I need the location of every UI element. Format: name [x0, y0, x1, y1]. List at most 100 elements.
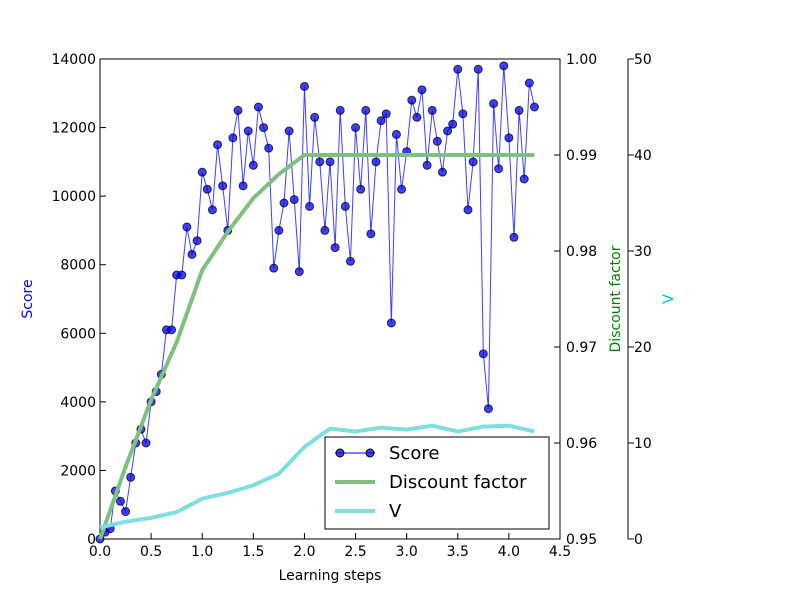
series-marker — [228, 133, 238, 143]
series-marker — [264, 143, 274, 153]
series-marker — [243, 126, 253, 136]
y2-tick-label: 0.97 — [566, 340, 597, 356]
series-marker — [468, 157, 478, 167]
y3-tick-label: 0 — [634, 532, 643, 548]
series-marker — [463, 205, 473, 215]
y-tick-label: 14000 — [51, 52, 96, 68]
series-marker — [294, 267, 304, 277]
series-marker — [371, 157, 381, 167]
series-marker — [325, 157, 335, 167]
series-marker — [473, 64, 483, 74]
legend-label: Discount factor — [389, 472, 527, 493]
series-marker — [340, 201, 350, 211]
series-marker — [504, 133, 514, 143]
legend-marker — [335, 448, 345, 458]
y3-tick-label: 40 — [634, 148, 652, 164]
series-marker — [397, 184, 407, 194]
series-marker — [417, 85, 427, 95]
series-marker — [126, 472, 136, 482]
series-marker — [478, 349, 488, 359]
series-marker — [453, 64, 463, 74]
x-tick-label: 4.5 — [549, 544, 571, 560]
x-tick-label: 0.5 — [140, 544, 162, 560]
series-marker — [315, 157, 325, 167]
series-marker — [351, 123, 361, 133]
series-marker — [529, 102, 539, 112]
series-marker — [381, 109, 391, 119]
series-marker — [330, 243, 340, 253]
y-tick-label: 4000 — [60, 395, 96, 411]
series-marker — [213, 140, 223, 150]
series-marker — [279, 198, 289, 208]
series-marker — [320, 225, 330, 235]
series-marker — [427, 105, 437, 115]
series-marker — [192, 236, 202, 246]
series-marker — [187, 249, 197, 259]
y-tick-label: 2000 — [60, 463, 96, 479]
x-tick-label: 1.0 — [191, 544, 213, 560]
series-marker — [177, 270, 187, 280]
y-tick-label: 8000 — [60, 258, 96, 274]
series-marker — [356, 184, 366, 194]
x-tick-label: 2.0 — [293, 544, 315, 560]
series-marker — [182, 222, 192, 232]
y-tick-label: 10000 — [51, 189, 96, 205]
series-marker — [238, 181, 248, 191]
series-marker — [274, 225, 284, 235]
y2-tick-label: 0.99 — [566, 148, 597, 164]
series-marker — [284, 126, 294, 136]
series-marker — [391, 129, 401, 139]
series-marker — [514, 105, 524, 115]
legend-label: V — [389, 501, 402, 522]
series-marker — [233, 105, 243, 115]
series-line — [98, 153, 535, 540]
series-marker — [407, 95, 417, 105]
series-marker — [345, 256, 355, 266]
x-axis-label: Learning steps — [279, 568, 382, 584]
y-tick-label: 6000 — [60, 326, 96, 342]
series-marker — [361, 105, 371, 115]
y2-tick-label: 0.95 — [566, 532, 597, 548]
x-tick-label: 3.5 — [447, 544, 469, 560]
y-tick-label: 12000 — [51, 121, 96, 137]
y3-tick-label: 10 — [634, 436, 652, 452]
series-marker — [494, 164, 504, 174]
series-marker — [197, 167, 207, 177]
series-marker — [115, 496, 125, 506]
series-marker — [207, 205, 217, 215]
y-tick-label: 0 — [87, 532, 96, 548]
series-marker — [437, 167, 447, 177]
series-marker — [121, 507, 131, 517]
series-marker — [202, 184, 212, 194]
series-line — [99, 65, 535, 540]
series-marker — [443, 126, 453, 136]
series-marker — [305, 201, 315, 211]
series-marker — [259, 123, 269, 133]
series-marker — [412, 112, 422, 122]
legend-label: Score — [389, 443, 439, 464]
series-marker — [248, 160, 258, 170]
series-marker — [499, 61, 509, 71]
series-marker — [218, 181, 228, 191]
legend-marker — [365, 448, 375, 458]
x-tick-label: 4.0 — [498, 544, 520, 560]
x-tick-label: 3.0 — [396, 544, 418, 560]
x-tick-label: 2.5 — [344, 544, 366, 560]
series-marker — [269, 263, 279, 273]
y2-tick-label: 1.00 — [566, 52, 597, 68]
y2-tick-label: 0.98 — [566, 244, 597, 260]
series-marker — [422, 160, 432, 170]
plot-frame — [99, 58, 561, 540]
series-marker — [335, 105, 345, 115]
series-marker — [509, 232, 519, 242]
series-marker — [310, 112, 320, 122]
series-marker — [386, 318, 396, 328]
y2-tick-label: 0.96 — [566, 436, 597, 452]
series-marker — [289, 195, 299, 205]
series-marker — [366, 229, 376, 239]
series-marker — [448, 119, 458, 129]
series-marker — [299, 81, 309, 91]
y3-tick-label: 20 — [634, 340, 652, 356]
series-marker — [141, 438, 151, 448]
